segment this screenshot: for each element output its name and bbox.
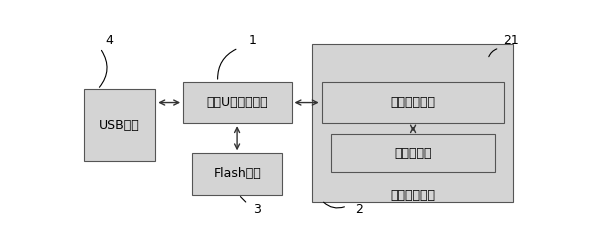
Text: 3: 3 — [253, 203, 261, 216]
Bar — [193, 153, 283, 195]
Text: 指纹识别模组: 指纹识别模组 — [390, 189, 435, 202]
Bar — [83, 89, 156, 161]
Text: 指纹传感器: 指纹传感器 — [394, 147, 432, 160]
Text: 2: 2 — [355, 203, 362, 216]
Text: 指纹U盘主控单元: 指纹U盘主控单元 — [206, 96, 268, 109]
Text: 1: 1 — [249, 34, 256, 47]
Bar — [312, 44, 513, 202]
Bar — [183, 82, 291, 123]
Text: 21: 21 — [503, 34, 519, 47]
Text: Flash闪存: Flash闪存 — [213, 167, 261, 181]
Bar — [331, 134, 495, 172]
Bar — [322, 82, 504, 123]
Text: 指纹算法芯片: 指纹算法芯片 — [390, 96, 435, 109]
Text: USB接口: USB接口 — [99, 119, 140, 132]
Text: 4: 4 — [105, 34, 113, 47]
